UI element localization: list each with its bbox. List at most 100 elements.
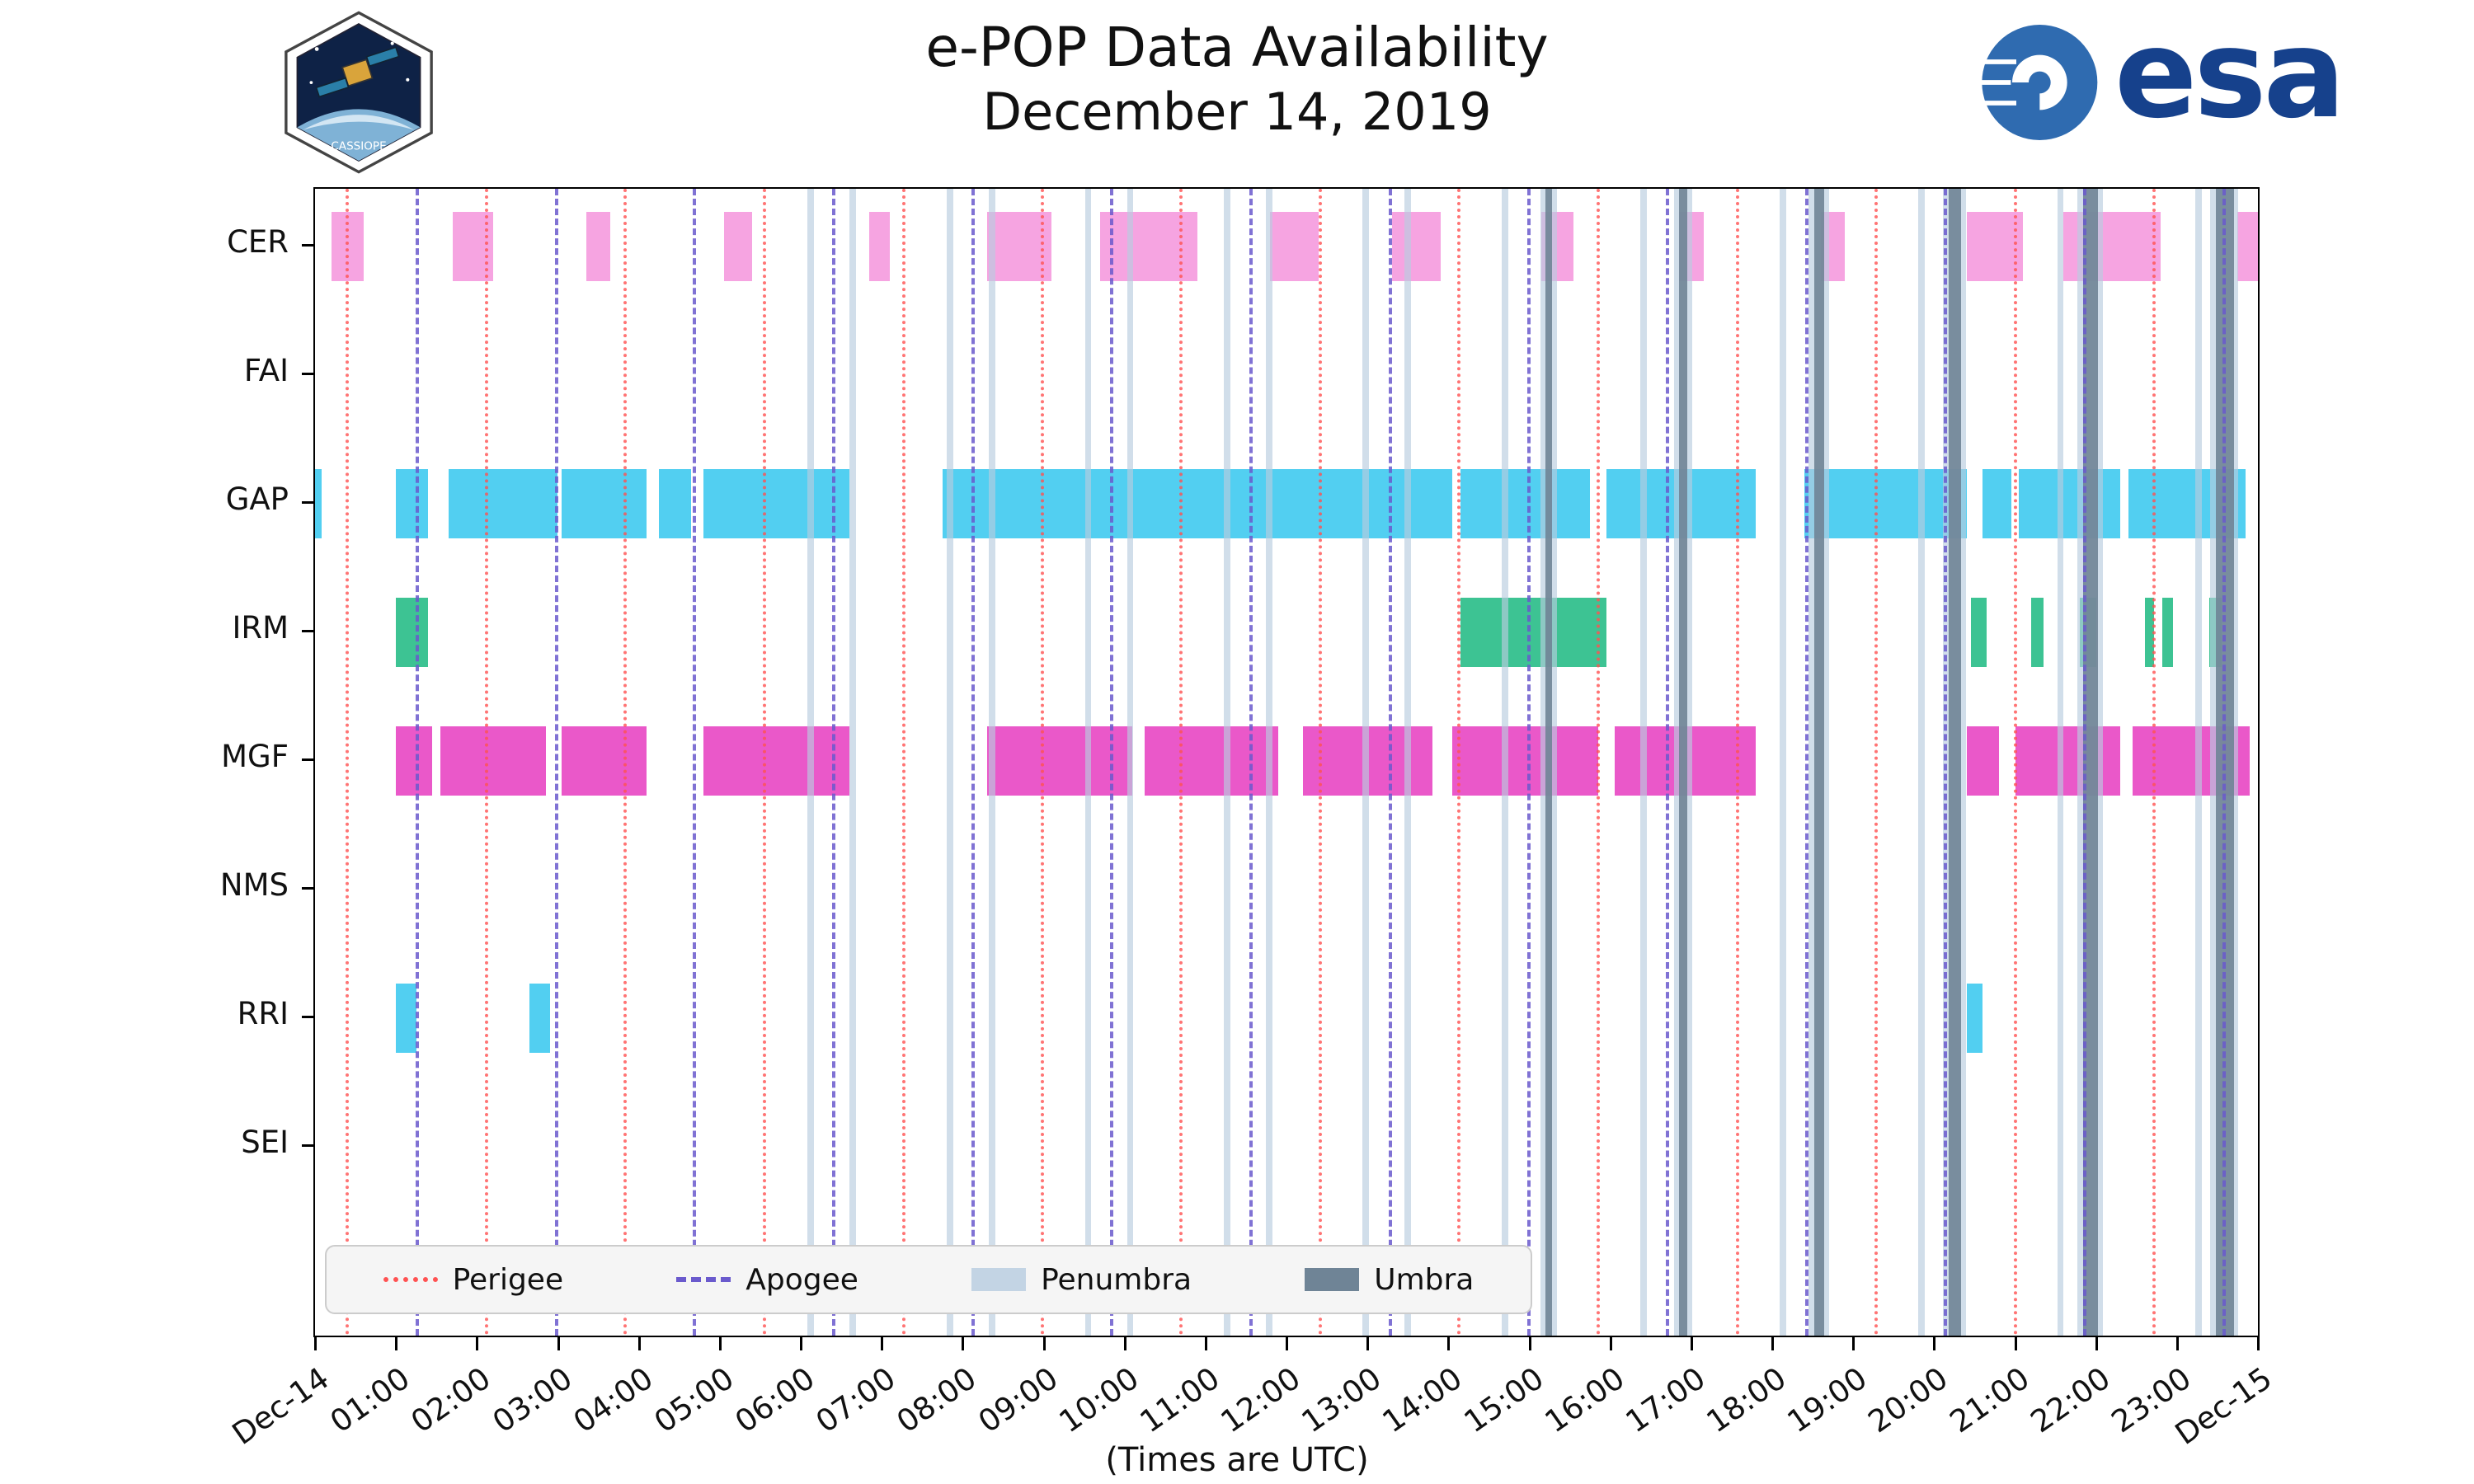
- bar-IRM: [1460, 598, 1606, 667]
- legend: Perigee Apogee Penumbra Umbra: [325, 1245, 1532, 1314]
- apogee-line-icon: [676, 1277, 731, 1282]
- bar-IRM: [396, 598, 429, 667]
- apogee-line: [1944, 189, 1948, 1336]
- penumbra-band: [1779, 189, 1786, 1336]
- x-tick: [476, 1337, 479, 1350]
- penumbra-band: [1362, 189, 1370, 1336]
- perigee-line: [1735, 189, 1739, 1336]
- bar-MGF: [1145, 726, 1279, 796]
- penumbra-band: [2057, 189, 2064, 1336]
- legend-item-apogee: Apogee: [676, 1263, 858, 1297]
- bar-MGF: [703, 726, 849, 796]
- y-tick: [302, 373, 313, 375]
- bar-MGF: [440, 726, 546, 796]
- perigee-line: [1457, 189, 1461, 1336]
- perigee-line: [1319, 189, 1323, 1336]
- umbra-band: [1814, 189, 1824, 1336]
- y-tick: [302, 758, 313, 761]
- penumbra-band: [2195, 189, 2203, 1336]
- perigee-line-icon: [383, 1277, 438, 1282]
- perigee-line: [1179, 189, 1183, 1336]
- penumbra-band: [1917, 189, 1925, 1336]
- penumbra-band: [1084, 189, 1092, 1336]
- x-tick: [1690, 1337, 1693, 1350]
- perigee-line: [762, 189, 766, 1336]
- penumbra-band: [1126, 189, 1134, 1336]
- y-tick: [302, 1144, 313, 1147]
- patch-satellite: [315, 46, 400, 98]
- penumbra-band: [1502, 189, 1508, 1336]
- x-tick: [557, 1337, 560, 1350]
- x-tick: [1286, 1337, 1288, 1350]
- penumbra-band: [849, 189, 856, 1336]
- bar-GAP: [396, 469, 429, 538]
- bar-GAP: [1982, 469, 2011, 538]
- x-tick: [1528, 1337, 1531, 1350]
- esa-logo: esa: [1963, 13, 2392, 144]
- x-tick: [2175, 1337, 2179, 1350]
- bar-MGF: [1452, 726, 1598, 796]
- bar-GAP: [659, 469, 692, 538]
- bar-CER: [723, 212, 753, 281]
- bar-RRI: [1966, 984, 1983, 1053]
- bar-GAP: [2019, 469, 2121, 538]
- x-tick: [1609, 1337, 1612, 1350]
- umbra-band: [1679, 189, 1687, 1336]
- legend-item-penumbra: Penumbra: [971, 1263, 1192, 1297]
- legend-label-perigee: Perigee: [452, 1262, 564, 1297]
- x-tick: [881, 1337, 884, 1350]
- apogee-line: [415, 189, 419, 1336]
- perigee-line: [1040, 189, 1044, 1336]
- chart-subtitle: December 14, 2019: [982, 82, 1492, 142]
- bar-MGF: [986, 726, 1133, 796]
- legend-label-umbra: Umbra: [1374, 1262, 1475, 1297]
- penumbra-band: [946, 189, 953, 1336]
- legend-item-perigee: Perigee: [383, 1262, 564, 1297]
- bar-MGF: [1966, 726, 1999, 796]
- bar-CER: [1270, 212, 1319, 281]
- penumbra-patch-icon: [971, 1268, 1027, 1291]
- x-tick: [800, 1337, 802, 1350]
- umbra-band: [1545, 189, 1552, 1336]
- x-tick: [637, 1337, 641, 1350]
- y-tick: [302, 887, 313, 890]
- legend-item-umbra: Umbra: [1305, 1263, 1474, 1297]
- bar-CER: [1391, 212, 1441, 281]
- row-label-RRI: RRI: [237, 996, 289, 1031]
- perigee-line: [2152, 189, 2157, 1336]
- perigee-line: [1596, 189, 1600, 1336]
- cassiope-mission-patch: CASSIOPE: [285, 11, 433, 174]
- apogee-line: [1249, 189, 1253, 1336]
- bar-GAP: [703, 469, 849, 538]
- penumbra-band: [1404, 189, 1412, 1336]
- perigee-line: [346, 189, 350, 1336]
- x-tick: [1123, 1337, 1126, 1350]
- esa-globe-icon: [1964, 25, 2098, 140]
- esa-wordmark: esa: [2114, 3, 2345, 145]
- bar-RRI: [529, 984, 550, 1053]
- legend-label-apogee: Apogee: [745, 1262, 858, 1297]
- x-tick: [1771, 1337, 1774, 1350]
- x-tick: [1933, 1337, 1936, 1350]
- penumbra-band: [807, 189, 814, 1336]
- bar-MGF: [562, 726, 647, 796]
- apogee-line: [971, 189, 976, 1336]
- x-tick: [1366, 1337, 1370, 1350]
- apogee-line: [1388, 189, 1392, 1336]
- penumbra-band: [1266, 189, 1273, 1336]
- row-label-CER: CER: [227, 224, 289, 260]
- apogee-line: [1526, 189, 1531, 1336]
- apogee-line: [1109, 189, 1113, 1336]
- row-label-IRM: IRM: [232, 610, 289, 646]
- apogee-line: [1666, 189, 1670, 1336]
- umbra-patch-icon: [1305, 1268, 1360, 1291]
- x-tick: [2095, 1337, 2098, 1350]
- apogee-line: [554, 189, 558, 1336]
- x-tick: [395, 1337, 398, 1350]
- bar-IRM: [1970, 598, 1987, 667]
- bar-GAP: [562, 469, 647, 538]
- bar-CER: [2237, 212, 2258, 281]
- bar-GAP: [315, 469, 322, 538]
- row-label-MGF: MGF: [221, 739, 289, 774]
- perigee-line: [2013, 189, 2017, 1336]
